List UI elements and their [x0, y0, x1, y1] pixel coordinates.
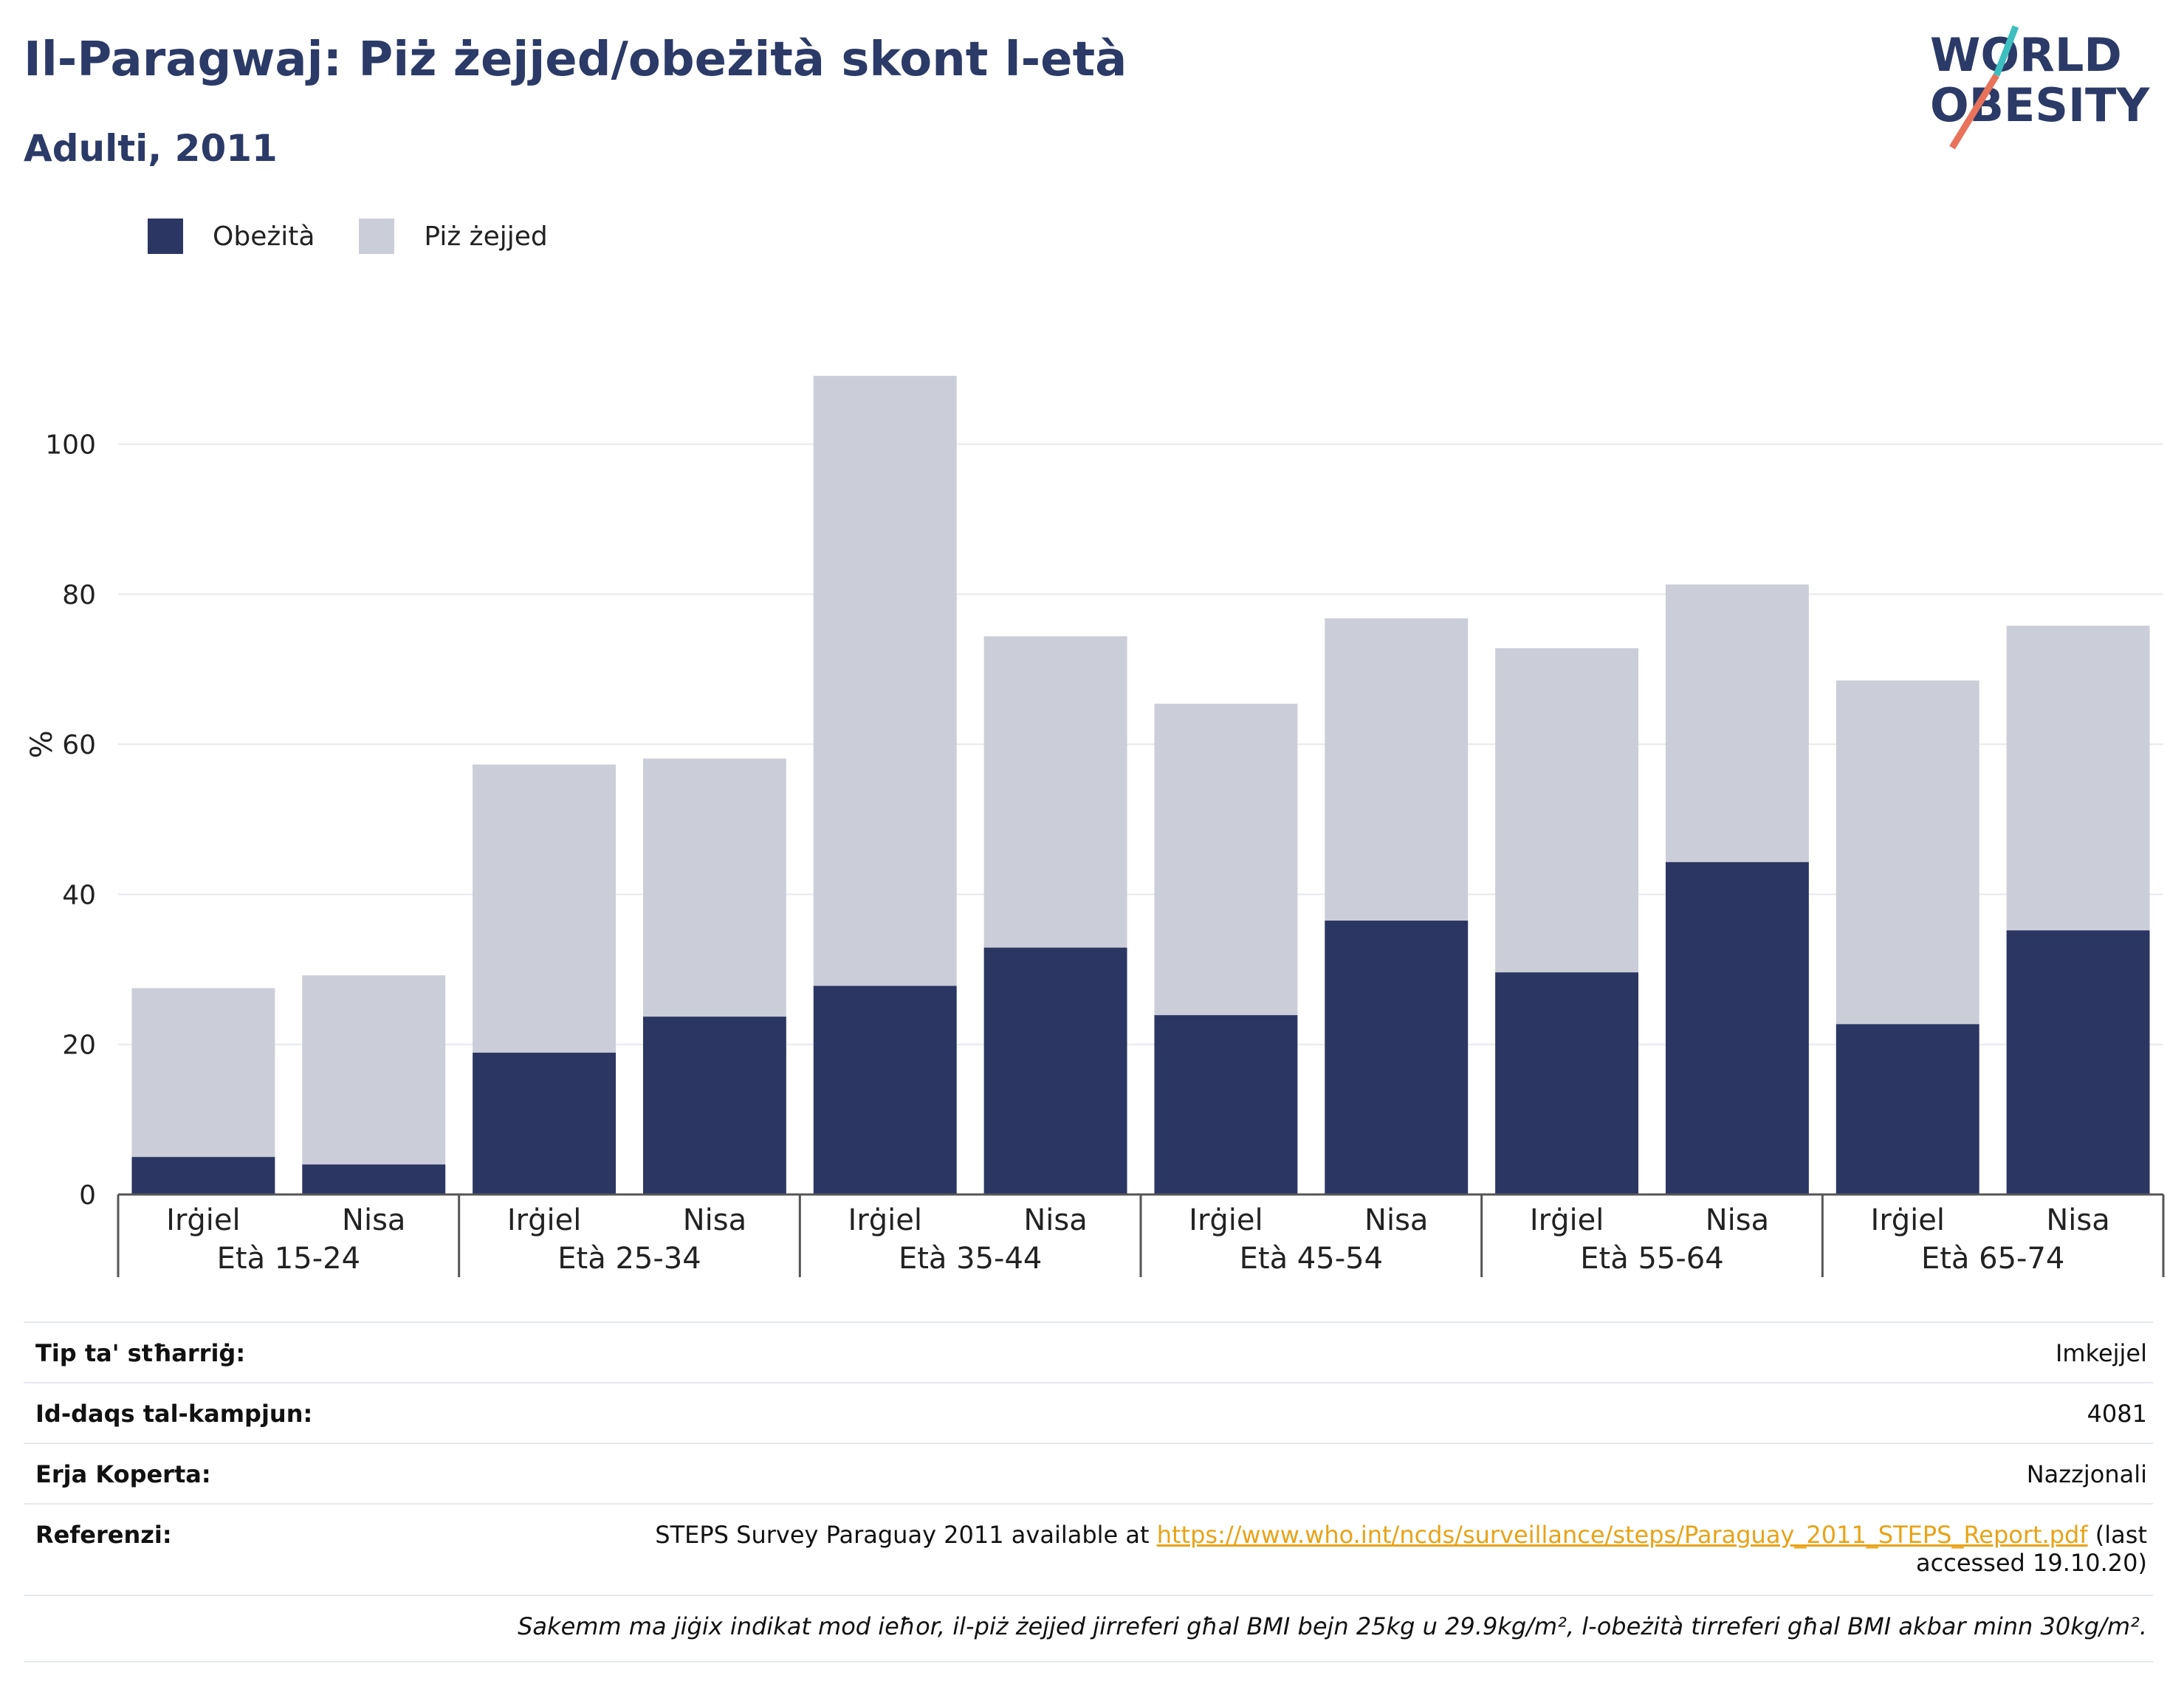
bar-overweight [642, 758, 786, 1017]
bar-overweight [302, 975, 446, 1165]
bar-chart: 0 20 40 60 80 100% Irġiel Nisa Irġiel Nisa Irġiel N… [25, 376, 2165, 1277]
bar-obesity [1495, 972, 1639, 1194]
x-category-label: Nisa [1706, 1203, 1769, 1237]
info-value-sample-size: 4081 [2087, 1400, 2147, 1428]
bar-overweight [983, 636, 1127, 948]
bmi-note: Sakemm ma jiġix indikat mod ieħor, il-pi… [518, 1612, 2147, 1640]
world-obesity-logo: WORLD OBESITY [1930, 25, 2150, 150]
x-group-label: Età 15-24 [217, 1242, 360, 1276]
legend-swatch-obesity [148, 219, 183, 254]
info-key-references: Referenzi: [35, 1521, 172, 1549]
reference-link[interactable]: https://www.who.int/ncds/surveillance/st… [1156, 1521, 2088, 1549]
bar-overweight [1154, 704, 1298, 1016]
bar-obesity [1325, 921, 1469, 1194]
bar-obesity [2006, 930, 2150, 1194]
x-category-label: Nisa [1364, 1203, 1428, 1237]
bar-overweight [2006, 625, 2150, 931]
y-tick-label: 60 [62, 730, 96, 760]
chart-legend: Obeżità Piż żejjed [148, 219, 592, 254]
legend-item-overweight[interactable]: Piż żejjed [359, 219, 548, 254]
bar-overweight [1836, 680, 1979, 1025]
info-bottom-divider [24, 1661, 2153, 1663]
info-key-survey-type: Tip ta' stħarriġ: [35, 1339, 246, 1367]
x-category-label: Irġiel [166, 1203, 240, 1237]
x-group-label: Età 25-34 [557, 1242, 701, 1276]
bar-obesity [813, 986, 957, 1194]
info-value-survey-type: Imkejjel [2055, 1339, 2147, 1367]
x-group-label: Età 55-64 [1580, 1242, 1723, 1276]
info-row-area-covered: Erja Koperta: Nazzjonali [24, 1443, 2153, 1503]
bar-overweight [1495, 648, 1639, 973]
reference-suffix: (last accessed 19.10.20) [1916, 1521, 2147, 1577]
y-tick-label: 80 [62, 580, 96, 611]
x-category-label: Nisa [2046, 1203, 2109, 1237]
info-row-survey-type: Tip ta' stħarriġ: Imkejjel [24, 1321, 2153, 1382]
y-tick-label: 40 [62, 880, 96, 910]
y-tick-label: 0 [79, 1180, 96, 1211]
logo-slash-upper [1993, 25, 2019, 77]
x-category-label: Nisa [1023, 1203, 1087, 1237]
bar-obesity [1154, 1015, 1298, 1194]
bar-overweight [131, 988, 275, 1158]
x-category-label: Irġiel [1871, 1203, 1945, 1237]
bar-overweight [1665, 584, 1809, 862]
x-category-label: Irġiel [507, 1203, 581, 1237]
bar-obesity [642, 1017, 786, 1194]
x-category-label: Irġiel [1189, 1203, 1263, 1237]
x-group-label: Età 45-54 [1240, 1242, 1383, 1276]
logo-line1: WORLD [1930, 28, 2122, 82]
x-category-label: Nisa [683, 1203, 746, 1237]
legend-swatch-overweight [359, 219, 395, 254]
bar-obesity [473, 1052, 617, 1194]
legend-label-obesity: Obeżità [213, 221, 315, 252]
bar-obesity [1836, 1024, 1979, 1194]
logo-slash-lower [1949, 73, 1999, 150]
x-group-label: Età 35-44 [899, 1242, 1042, 1276]
info-value-references: STEPS Survey Paraguay 2011 available at … [633, 1521, 2147, 1577]
bar-obesity [983, 947, 1127, 1194]
legend-label-overweight: Piż żejjed [424, 221, 548, 252]
reference-prefix: STEPS Survey Paraguay 2011 available at [655, 1521, 1157, 1549]
info-key-area-covered: Erja Koperta: [35, 1460, 211, 1488]
bar-obesity [1665, 862, 1809, 1194]
x-category-label: Irġiel [848, 1203, 922, 1237]
info-row-note: Sakemm ma jiġix indikat mod ieħor, il-pi… [24, 1595, 2153, 1661]
y-tick-label: 100 [45, 430, 96, 461]
chart-subtitle: Adulti, 2011 [24, 127, 278, 170]
legend-item-obesity[interactable]: Obeżità [148, 219, 315, 254]
bar-obesity [302, 1164, 446, 1194]
bar-overweight [473, 764, 617, 1053]
info-row-references: Referenzi: STEPS Survey Paraguay 2011 av… [24, 1503, 2153, 1595]
x-group-label: Età 65-74 [1921, 1242, 2064, 1276]
bar-overweight [813, 376, 957, 986]
info-table: Tip ta' stħarriġ: Imkejjel Id-daqs tal-k… [24, 1321, 2153, 1663]
x-category-label: Irġiel [1530, 1203, 1604, 1237]
chart-title: Il-Paragwaj: Piż żejjed/obeżità skont l-… [24, 32, 1127, 87]
info-key-sample-size: Id-daqs tal-kampjun: [35, 1400, 313, 1428]
y-tick-label: 20 [62, 1031, 96, 1061]
y-axis-label: % [25, 730, 59, 758]
bar-obesity [131, 1157, 275, 1194]
bar-overweight [1325, 618, 1469, 921]
x-category-label: Nisa [342, 1203, 405, 1237]
info-value-area-covered: Nazzjonali [2026, 1460, 2147, 1488]
info-row-sample-size: Id-daqs tal-kampjun: 4081 [24, 1382, 2153, 1443]
